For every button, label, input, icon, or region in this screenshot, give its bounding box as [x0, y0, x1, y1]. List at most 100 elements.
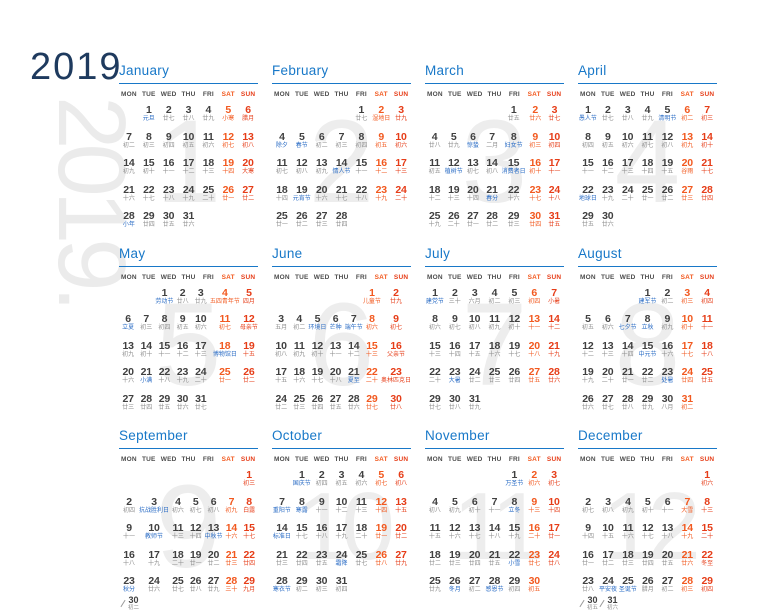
date-cell: 22 廿四: [240, 548, 258, 575]
date-number: 5: [450, 130, 457, 143]
date-cell: 5 初九: [445, 495, 465, 522]
lunar-label: 初八: [468, 325, 481, 331]
date-cell: 1 万圣节: [504, 468, 524, 495]
weekday-label: FRI: [661, 273, 673, 281]
date-cell: 12 植树节: [444, 156, 463, 183]
empty-cell: [187, 468, 205, 495]
date-cell: 23 十八: [159, 183, 179, 210]
date-number: 30: [162, 210, 175, 222]
date-cell: 24 二十: [192, 365, 210, 392]
lunar-label: 廿二: [486, 222, 499, 228]
lunar-label: 十一: [123, 534, 136, 540]
date-number: 25: [701, 366, 713, 378]
month-title: April: [578, 63, 717, 84]
date-number: 27: [315, 210, 328, 222]
date-number: 30: [529, 210, 541, 222]
lunar-label: 初五: [601, 142, 614, 149]
month-february: 2 February MON TUE WED THU FRI SAT SUN 1 廿七 2 湿地日 3 廿九…: [272, 63, 411, 236]
date-cell: 4 初二: [485, 286, 505, 313]
date-cell: 5 清明节: [657, 103, 677, 130]
date-number: 9: [451, 313, 458, 325]
date-number: 5: [644, 495, 651, 508]
lunar-label: 初五: [587, 605, 599, 611]
date-number: 1: [644, 286, 651, 299]
date-cell: 7 初二: [119, 130, 139, 157]
lunar-label: 十四: [375, 507, 388, 514]
date-cell: 10 初六: [618, 130, 638, 157]
date-number: 1: [246, 469, 252, 481]
date-cell: 14 情人节: [332, 156, 352, 183]
lunar-label: 十二: [335, 507, 348, 514]
lunar-label: 初十: [311, 351, 324, 358]
weekday-label: THU: [334, 273, 349, 281]
weekday-label: MON: [121, 456, 137, 463]
lunar-label: 腊月: [242, 116, 255, 122]
date-number: 16: [529, 157, 541, 169]
month-title: October: [272, 428, 411, 449]
date-cell: 26 冬月: [445, 574, 465, 601]
date-number: 12: [449, 522, 461, 534]
date-number: 28: [123, 210, 135, 222]
lunar-label: 初八: [486, 169, 499, 175]
date-number: 10: [182, 130, 195, 143]
weekday-label: TUE: [141, 91, 156, 98]
date-cell: 22 十八: [351, 183, 371, 210]
empty-cell: [444, 103, 463, 130]
date-number: 14: [548, 313, 560, 325]
date-number: 12: [375, 495, 387, 508]
lunar-label: 廿九: [395, 116, 408, 122]
lunar-label: 廿七: [428, 404, 441, 411]
date-number: 27: [122, 392, 134, 405]
ghost-month-number: 6: [308, 278, 375, 411]
date-number: 5: [298, 130, 305, 143]
date-cell: 16 父亲节: [381, 339, 411, 366]
weekday-label: TUE: [600, 91, 615, 98]
lunar-label: 廿六: [347, 404, 360, 411]
date-cell: 28 小年: [119, 209, 139, 236]
date-cell: 17 廿二: [598, 548, 618, 575]
lunar-label: 初三: [529, 142, 542, 149]
date-number: 12: [448, 157, 460, 169]
date-number: 4: [296, 313, 303, 325]
date-number: 21: [335, 183, 348, 196]
lunar-label: 廿四: [140, 404, 153, 411]
lunar-label: 国庆节: [292, 481, 311, 487]
month-november: 11 November MON TUE WED THU FRI SAT SUN 1 万圣节 2 初六 3 初…: [425, 428, 564, 601]
date-number: 5: [192, 495, 199, 508]
date-cell: 8 立冬: [504, 495, 524, 522]
date-number: 24: [548, 548, 560, 561]
date-cell: 13 初七: [463, 156, 482, 183]
date-cell: 26 廿二: [240, 365, 258, 392]
lunar-label: 初九: [122, 351, 135, 358]
date-number: 20: [122, 366, 134, 378]
date-number: 21: [681, 548, 693, 561]
date-number: 7: [338, 130, 345, 143]
date-number: 30: [661, 392, 673, 405]
lunar-label: 二十: [194, 378, 207, 384]
date-number: 23: [390, 366, 402, 378]
lunar-label: 初十: [641, 507, 654, 514]
date-cell: 21 廿一: [618, 365, 638, 392]
date-number: 30: [602, 210, 614, 222]
weekday-header: MON TUE WED THU FRI SAT SUN: [425, 88, 564, 103]
lunar-label: 初五: [528, 587, 541, 593]
month-july: 7 July MON TUE WED THU FRI SAT SUN 1 建党节 2 三十 3 六月 4 初二 5…: [425, 246, 564, 419]
date-number: 26: [642, 575, 654, 587]
date-number: 25: [172, 575, 184, 587]
weekday-label: TUE: [294, 273, 309, 281]
lunar-label: 教师节: [145, 534, 164, 540]
date-number: 7: [684, 495, 691, 508]
date-number: 26: [449, 575, 461, 587]
lunar-label: 冬月: [448, 587, 461, 593]
date-number: 7: [489, 130, 495, 143]
month-title: May: [119, 246, 258, 267]
date-cell: 9 初七: [445, 312, 465, 339]
lunar-label: 三十: [225, 587, 238, 593]
date-cell: 13 十七: [465, 521, 485, 548]
empty-cell: [465, 468, 485, 495]
date-cell: 26 廿八: [371, 548, 391, 575]
lunar-label: 二十: [621, 195, 634, 202]
date-number: 29: [701, 575, 713, 587]
lunar-label: 中元节: [638, 351, 657, 358]
date-number: 23: [449, 366, 461, 378]
